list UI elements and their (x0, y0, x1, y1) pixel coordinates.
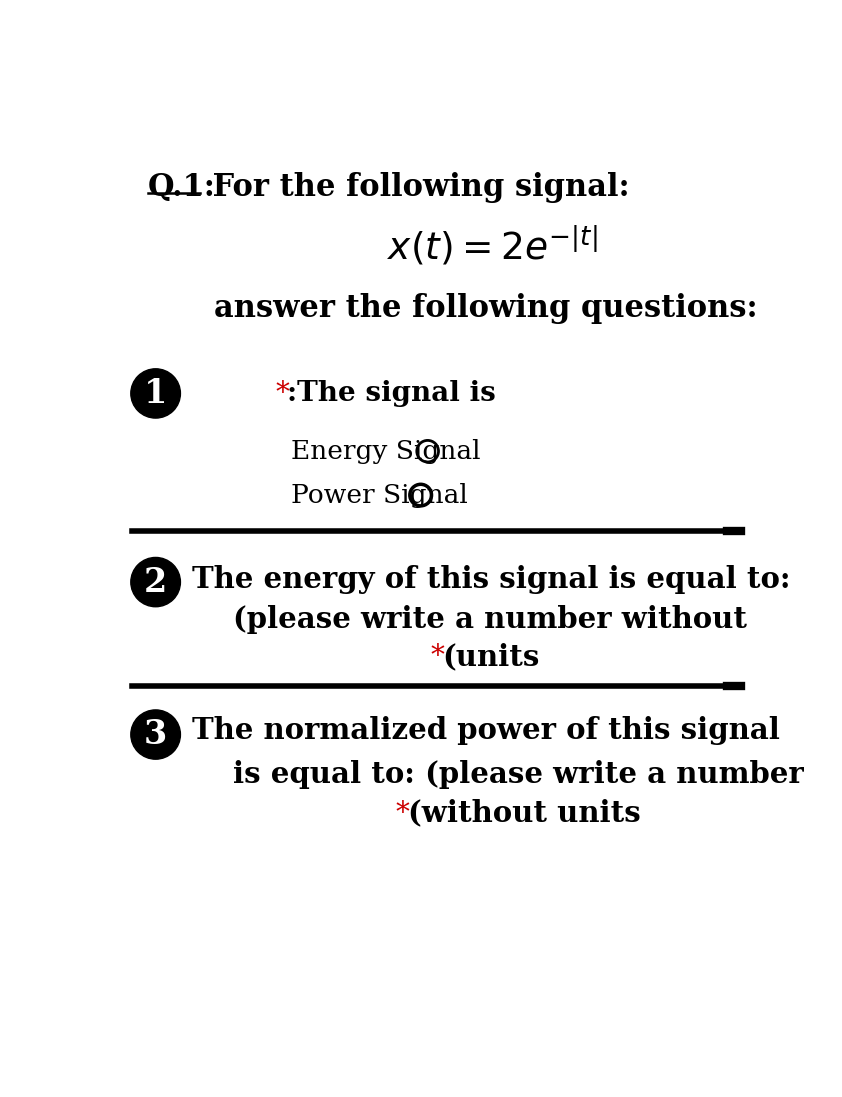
Text: answer the following questions:: answer the following questions: (214, 293, 758, 325)
Text: (please write a number without: (please write a number without (233, 606, 747, 634)
Text: (units: (units (442, 642, 540, 671)
Text: 3: 3 (144, 719, 168, 751)
Text: 2: 2 (144, 566, 168, 599)
Circle shape (131, 710, 180, 759)
Text: 1: 1 (144, 377, 168, 410)
Text: Power Signal: Power Signal (291, 483, 468, 508)
Circle shape (131, 557, 180, 607)
Text: For the following signal:: For the following signal: (202, 171, 630, 203)
Text: The normalized power of this signal: The normalized power of this signal (192, 716, 780, 745)
Text: *: * (431, 643, 454, 670)
Text: is equal to: (please write a number: is equal to: (please write a number (233, 760, 804, 789)
Text: :The signal is: :The signal is (287, 380, 496, 407)
Circle shape (131, 369, 180, 418)
Text: $x(t) = 2e^{-|t|}$: $x(t) = 2e^{-|t|}$ (387, 224, 598, 268)
Text: *: * (275, 380, 299, 407)
Text: (without units: (without units (408, 799, 640, 827)
Text: Energy Signal: Energy Signal (291, 439, 481, 464)
Text: The energy of this signal is equal to:: The energy of this signal is equal to: (192, 565, 791, 595)
Text: *: * (396, 800, 418, 827)
Text: Q.1:: Q.1: (148, 171, 216, 203)
